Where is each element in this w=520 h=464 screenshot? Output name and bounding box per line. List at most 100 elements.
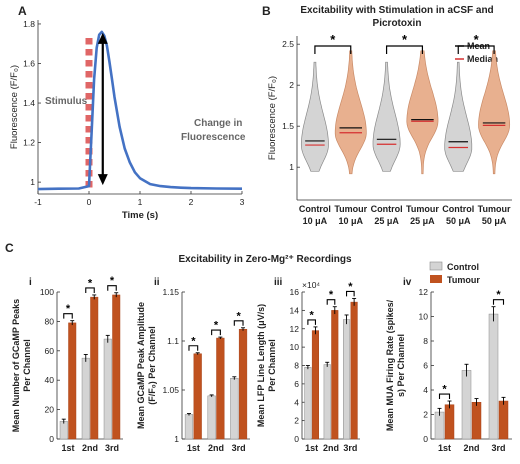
violin-category-current: 10 μA [303, 216, 328, 226]
stimulus-dash [85, 148, 93, 155]
panel-a-change-label-1: Change in [194, 118, 242, 129]
legend-median-label: Median [467, 54, 498, 64]
significance-bracket [492, 299, 505, 305]
significance-bracket [107, 285, 117, 291]
significance-bracket [307, 319, 317, 325]
stimulus-dash [85, 137, 93, 144]
panel-a-xtick-label: 1 [138, 197, 143, 207]
bar-control [81, 357, 90, 440]
significance-star: * [110, 275, 115, 287]
panel-c-ytick-label: 10 [290, 342, 300, 352]
significance-bracket [345, 290, 355, 297]
panel-c-category-label: 2nd [82, 443, 98, 453]
panel-c-ylabel-line-1: Mean GCaMP Peak Amplitude [136, 302, 146, 429]
significance-star: * [330, 32, 336, 47]
panel-a-fluorescence-trace [37, 30, 243, 191]
panel-c-ytick-label: 12 [419, 287, 429, 297]
violin-category-current: 10 μA [338, 216, 363, 226]
panel-c-ylabel-line-2: Per Channel [22, 339, 32, 392]
stimulus-dash [85, 82, 93, 89]
violin-tumour [478, 50, 511, 175]
stimulus-dash [85, 126, 93, 133]
bar-tumour [471, 402, 482, 440]
panel-a-xtick-label: 2 [189, 197, 194, 207]
panel-letter-a: A [18, 4, 27, 18]
panel-a-ytick-label: 1.2 [23, 138, 35, 148]
significance-star: * [88, 277, 93, 289]
panel-c-title: Excitability in Zero-Mg²⁺ Recordings [178, 254, 352, 265]
violin-category-current: 50 μA [446, 216, 471, 226]
violin-category-label: Tumour [334, 204, 367, 214]
significance-star: * [474, 32, 480, 47]
panel-c-ylabel-line-1: Mean Number of GCaMP Peaks [11, 299, 21, 432]
panel-c-ytick-label: 14 [290, 305, 300, 315]
panel-c-legend: Control Tumour [429, 261, 480, 285]
bar-tumour [444, 404, 455, 440]
bar-control [488, 313, 499, 440]
significance-bracket [63, 313, 73, 319]
panel-c-ytick-label: 100 [40, 287, 54, 297]
panel-c-iv-bar-chart: 0 2 4 6 8 10 12 iv Mean MUA Firing Rate (spikes/… [385, 277, 512, 453]
panel-c-category-label: 3rd [105, 443, 119, 453]
panel-c-ytick-label: 1.1 [167, 336, 179, 346]
panel-c-ytick-label: 1 [174, 434, 179, 444]
legend-control-label: Control [447, 262, 479, 272]
significance-bracket [314, 45, 352, 54]
panel-c-i-bar-chart: 0 20 40 60 80 100 i Mean Number of GCaMP Peaks P… [11, 275, 123, 453]
stimulus-dash [85, 49, 93, 56]
panel-a-xtick-label: -1 [34, 197, 42, 207]
significance-star: * [348, 281, 353, 293]
bar-control [59, 421, 68, 440]
legend-tumour-label: Tumour [447, 275, 480, 285]
significance-star: * [310, 309, 315, 321]
significance-star: * [496, 289, 501, 301]
panel-c-ytick-label: 1.15 [162, 287, 179, 297]
panel-a-ytick-label: 1.8 [23, 19, 35, 29]
change-arrow-head-up [97, 32, 108, 44]
panel-c-category-label: 3rd [232, 443, 246, 453]
bar-tumour [68, 322, 77, 440]
panel-c-ytick-label: 4 [423, 385, 428, 395]
panel-c-ytick-label: 16 [290, 287, 300, 297]
bar-control [343, 319, 351, 440]
violin-category-label: Tumour [406, 204, 439, 214]
panel-c-iii-bar-chart: 0 2 4 6 8 10 12 14 16 iii ×10⁴ Mean LFP Line Length… [256, 277, 360, 453]
panel-b-ytick-label: 2.5 [282, 39, 294, 49]
panel-a-ytick-label: 1.4 [23, 98, 35, 108]
stimulus-dash [85, 71, 93, 78]
bar-tumour [350, 301, 358, 440]
panel-c-category-label: 2nd [208, 443, 224, 453]
violin-control [372, 61, 401, 172]
bar-tumour [90, 296, 99, 440]
violin-control [444, 61, 473, 172]
bar-tumour [238, 328, 248, 440]
violin-category-label: Tumour [478, 204, 511, 214]
panel-b-title-line-1: Excitability with Stimulation in aCSF an… [300, 5, 493, 16]
violin-tumour [334, 50, 367, 175]
significance-bracket [326, 299, 336, 305]
panel-c-roman-numeral: ii [154, 277, 160, 288]
bar-tumour [331, 310, 339, 440]
panel-a-xtick-label: 3 [240, 197, 245, 207]
bar-control [434, 411, 445, 440]
panel-c-ylabel-line-2: Per Channel [267, 339, 277, 392]
panel-c-ytick-label: 80 [45, 316, 55, 326]
panel-c-ytick-label: 20 [45, 405, 55, 415]
panel-b-ytick-label: 2 [289, 80, 294, 90]
significance-bracket [85, 287, 95, 293]
bar-control [103, 338, 112, 440]
significance-star: * [214, 320, 219, 332]
bar-control [230, 377, 239, 440]
panel-b-ytick-label: 1.5 [282, 121, 294, 131]
panel-a-ytick-label: 1.6 [23, 59, 35, 69]
violin-category-current: 25 μA [410, 216, 435, 226]
panel-c-ytick-label: 60 [45, 346, 55, 356]
panel-c-ytick-label: 4 [294, 397, 299, 407]
panel-c-ytick-label: 2 [294, 416, 299, 426]
violin-category-label: Control [371, 204, 403, 214]
significance-bracket [233, 320, 244, 326]
panel-c-category-label: 1st [438, 443, 451, 453]
panel-c-ytick-label: 8 [423, 336, 428, 346]
